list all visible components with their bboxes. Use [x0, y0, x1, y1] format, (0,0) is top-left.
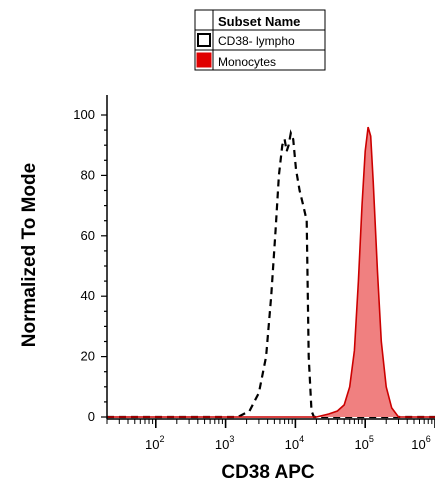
legend-label-monocytes: Monocytes	[218, 55, 276, 69]
legend-label-cd38-lympho: CD38- lympho	[218, 34, 295, 48]
legend-swatch-monocytes	[196, 52, 212, 68]
x-tick-label: 102	[145, 434, 164, 452]
x-ticks: 102 103 104 105 106	[106, 419, 435, 452]
x-tick-label: 103	[215, 434, 234, 452]
legend-title: Subset Name	[218, 14, 300, 29]
y-axis-title: Normalized To Mode	[19, 163, 40, 347]
x-tick-label: 104	[285, 434, 304, 452]
y-tick-label: 40	[81, 288, 95, 303]
y-tick-label: 80	[81, 167, 95, 182]
y-tick-label: 100	[73, 107, 95, 122]
axes	[106, 95, 435, 420]
y-ticks: 0 20 40 60 80 100	[73, 107, 107, 424]
x-tick-label: 106	[411, 434, 430, 452]
legend-swatch-cd38-lympho	[197, 33, 211, 47]
series-line-cd38-lympho	[107, 129, 435, 419]
x-tick-label: 105	[354, 434, 373, 452]
series-layer	[107, 126, 435, 419]
x-axis-title: CD38 APC	[221, 462, 315, 483]
legend-box	[194, 9, 326, 71]
series-fill-monocytes	[107, 127, 435, 417]
y-tick-label: 60	[81, 228, 95, 243]
y-tick-label: 20	[81, 349, 95, 364]
y-tick-label: 0	[88, 409, 95, 424]
legend: Subset Name CD38- lympho Monocytes	[194, 9, 326, 71]
series-line-monocytes	[107, 126, 435, 418]
